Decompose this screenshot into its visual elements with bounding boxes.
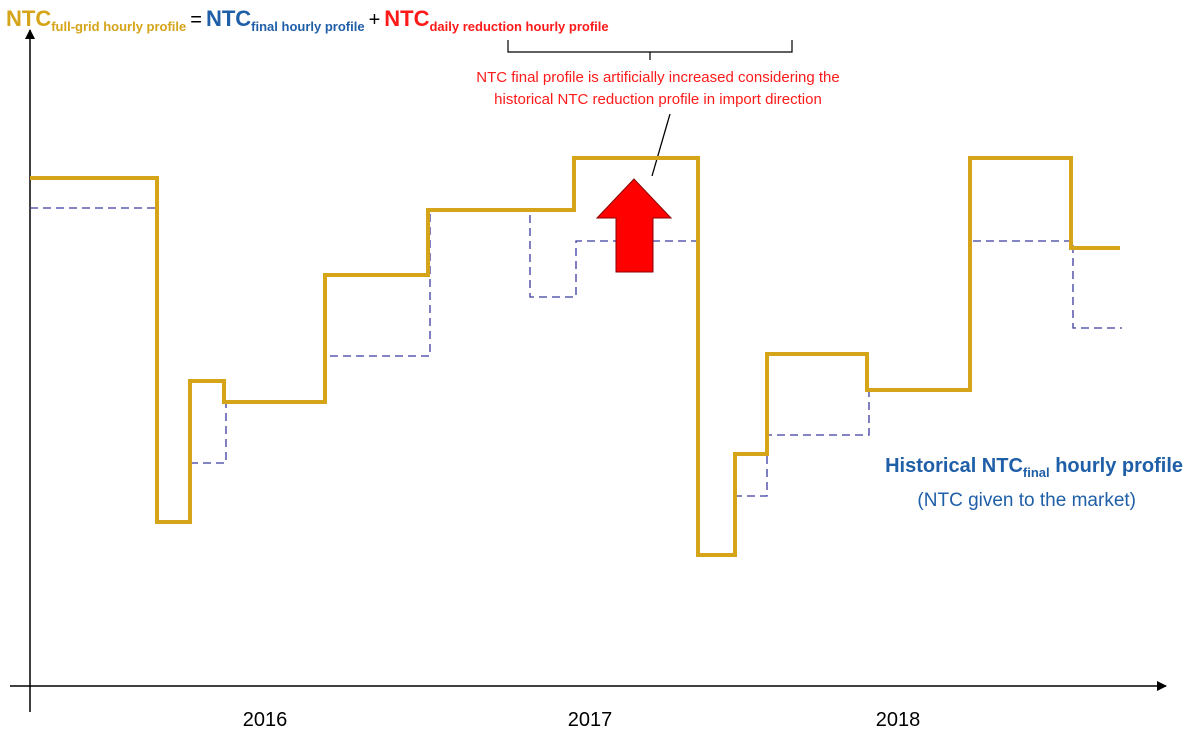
increase-arrow <box>595 178 673 273</box>
legend-title-sub: final <box>1023 465 1050 480</box>
legend-title-main: Historical NTC <box>885 455 1023 477</box>
x-label: 2018 <box>876 709 921 731</box>
formula-term1-sub: final hourly profile <box>251 19 364 34</box>
full-grid-profile <box>30 156 1120 557</box>
annotation-line: NTC final profile is artificially increa… <box>476 69 840 86</box>
legend-note: (NTC given to the market) <box>917 490 1136 511</box>
x-label: 2016 <box>243 709 288 731</box>
callout-line <box>651 113 671 177</box>
formula-term1: NTC <box>206 6 251 31</box>
formula-lhs-sub: full-grid hourly profile <box>51 19 186 34</box>
formula-term2-sub: daily reduction hourly profile <box>429 19 608 34</box>
formula-plus: + <box>369 9 381 31</box>
legend-title: Historical NTCfinal hourly profile <box>885 455 1183 480</box>
legend-title-rest: hourly profile <box>1050 455 1183 477</box>
formula-equals: = <box>190 9 202 31</box>
formula-lhs: NTC <box>6 6 51 31</box>
formula: NTCfull-grid hourly profile = NTCfinal hou… <box>6 6 609 34</box>
bracket <box>507 40 793 60</box>
x-label: 2017 <box>568 709 613 731</box>
annotation-line: historical NTC reduction profile in impo… <box>494 91 822 108</box>
formula-term2: NTC <box>384 6 429 31</box>
